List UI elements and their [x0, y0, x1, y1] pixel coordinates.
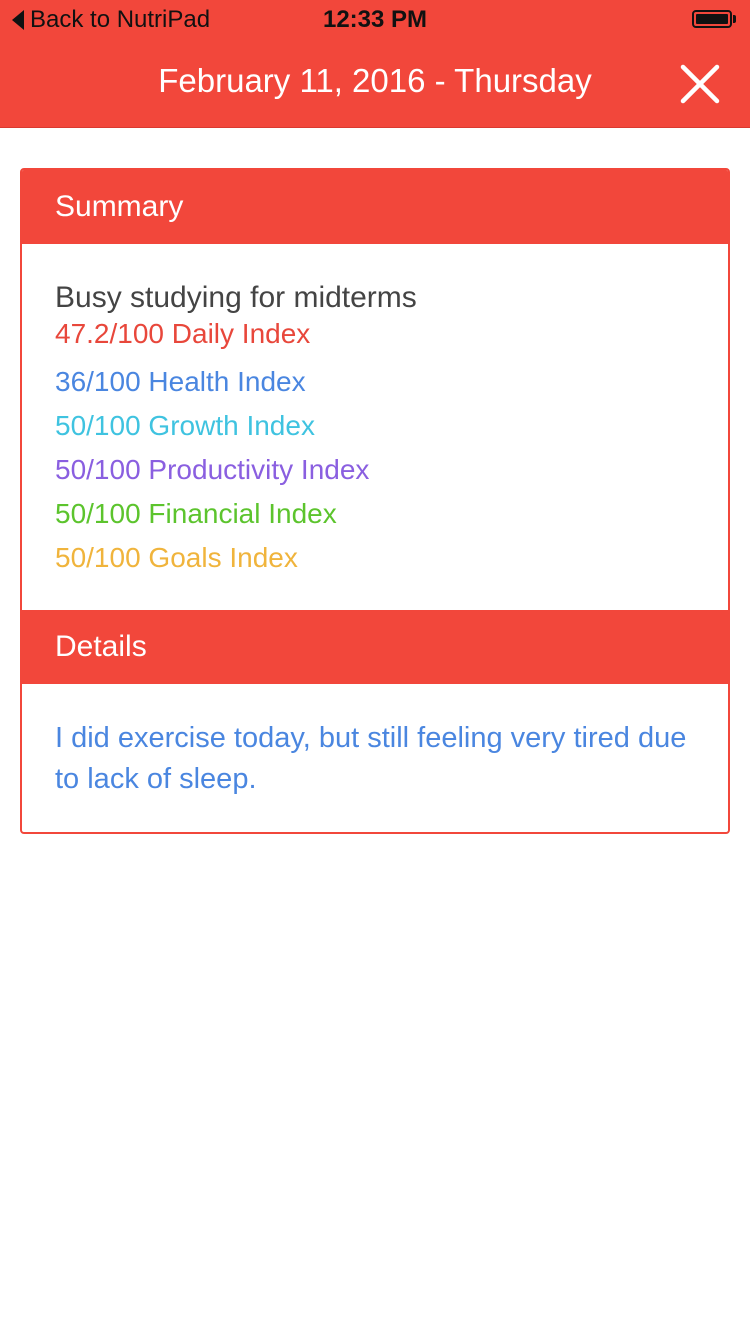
- day-entry-card: Summary Busy studying for midterms 47.2/…: [20, 168, 730, 834]
- index-line: 50/100 Productivity Index: [55, 454, 370, 485]
- summary-header: Summary: [22, 170, 728, 244]
- back-to-app-link[interactable]: Back to NutriPad: [12, 6, 210, 34]
- index-line: 36/100 Health Index: [55, 366, 306, 397]
- chevron-left-icon: [12, 10, 24, 30]
- summary-body: Busy studying for midterms 47.2/100 Dail…: [55, 280, 695, 580]
- status-bar: Back to NutriPad 12:33 PM: [0, 0, 750, 40]
- page-title: February 11, 2016 - Thursday: [158, 62, 592, 99]
- navigation-bar: Back to NutriPad 12:33 PM February 11, 2…: [0, 0, 750, 128]
- details-text: I did exercise today, but still feeling …: [55, 722, 687, 795]
- back-link-label: Back to NutriPad: [30, 6, 211, 33]
- index-line: 50/100 Goals Index: [55, 542, 298, 573]
- close-button[interactable]: [678, 62, 722, 106]
- index-list: 47.2/100 Daily Index 36/100 Health Index 5…: [55, 316, 695, 580]
- index-line: 50/100 Growth Index: [55, 410, 315, 441]
- summary-title: Busy studying for midterms: [55, 281, 417, 314]
- close-icon: [680, 64, 720, 104]
- index-line: 47.2/100 Daily Index: [55, 318, 311, 349]
- status-time: 12:33 PM: [322, 6, 428, 33]
- battery-icon: [692, 9, 738, 29]
- index-line: 50/100 Financial Index: [55, 498, 337, 529]
- details-header: Details: [22, 610, 728, 684]
